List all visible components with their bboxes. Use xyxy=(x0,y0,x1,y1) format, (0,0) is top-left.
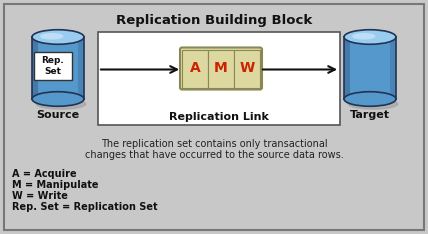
Text: Replication Link: Replication Link xyxy=(169,112,269,122)
Bar xyxy=(78,37,84,99)
FancyBboxPatch shape xyxy=(208,50,234,88)
Ellipse shape xyxy=(36,99,86,109)
Bar xyxy=(32,37,84,99)
Ellipse shape xyxy=(32,30,84,44)
FancyBboxPatch shape xyxy=(182,50,208,88)
Ellipse shape xyxy=(32,92,84,106)
Ellipse shape xyxy=(344,30,396,44)
FancyBboxPatch shape xyxy=(234,50,260,88)
FancyBboxPatch shape xyxy=(34,52,72,80)
Text: changes that have occurred to the source data rows.: changes that have occurred to the source… xyxy=(85,150,343,160)
Text: The replication set contains only transactional: The replication set contains only transa… xyxy=(101,139,327,149)
Bar xyxy=(32,37,38,99)
Ellipse shape xyxy=(348,99,398,109)
Ellipse shape xyxy=(40,33,63,40)
Text: Target: Target xyxy=(350,110,390,120)
Bar xyxy=(390,37,396,99)
Text: A = Acquire: A = Acquire xyxy=(12,169,77,179)
Text: W: W xyxy=(239,62,255,76)
Text: Rep.
Set: Rep. Set xyxy=(42,56,64,76)
Text: M = Manipulate: M = Manipulate xyxy=(12,180,98,190)
Text: Replication Building Block: Replication Building Block xyxy=(116,14,312,27)
Text: W = Write: W = Write xyxy=(12,191,68,201)
Ellipse shape xyxy=(344,30,396,44)
Text: Source: Source xyxy=(36,110,80,120)
FancyBboxPatch shape xyxy=(4,4,424,230)
Ellipse shape xyxy=(344,92,396,106)
Bar xyxy=(344,37,396,99)
Text: M: M xyxy=(214,62,228,76)
FancyBboxPatch shape xyxy=(180,48,262,89)
Ellipse shape xyxy=(352,33,375,40)
FancyBboxPatch shape xyxy=(98,32,340,125)
Text: Rep. Set = Replication Set: Rep. Set = Replication Set xyxy=(12,202,158,212)
Text: A: A xyxy=(190,62,200,76)
Ellipse shape xyxy=(32,30,84,44)
Bar xyxy=(344,37,350,99)
